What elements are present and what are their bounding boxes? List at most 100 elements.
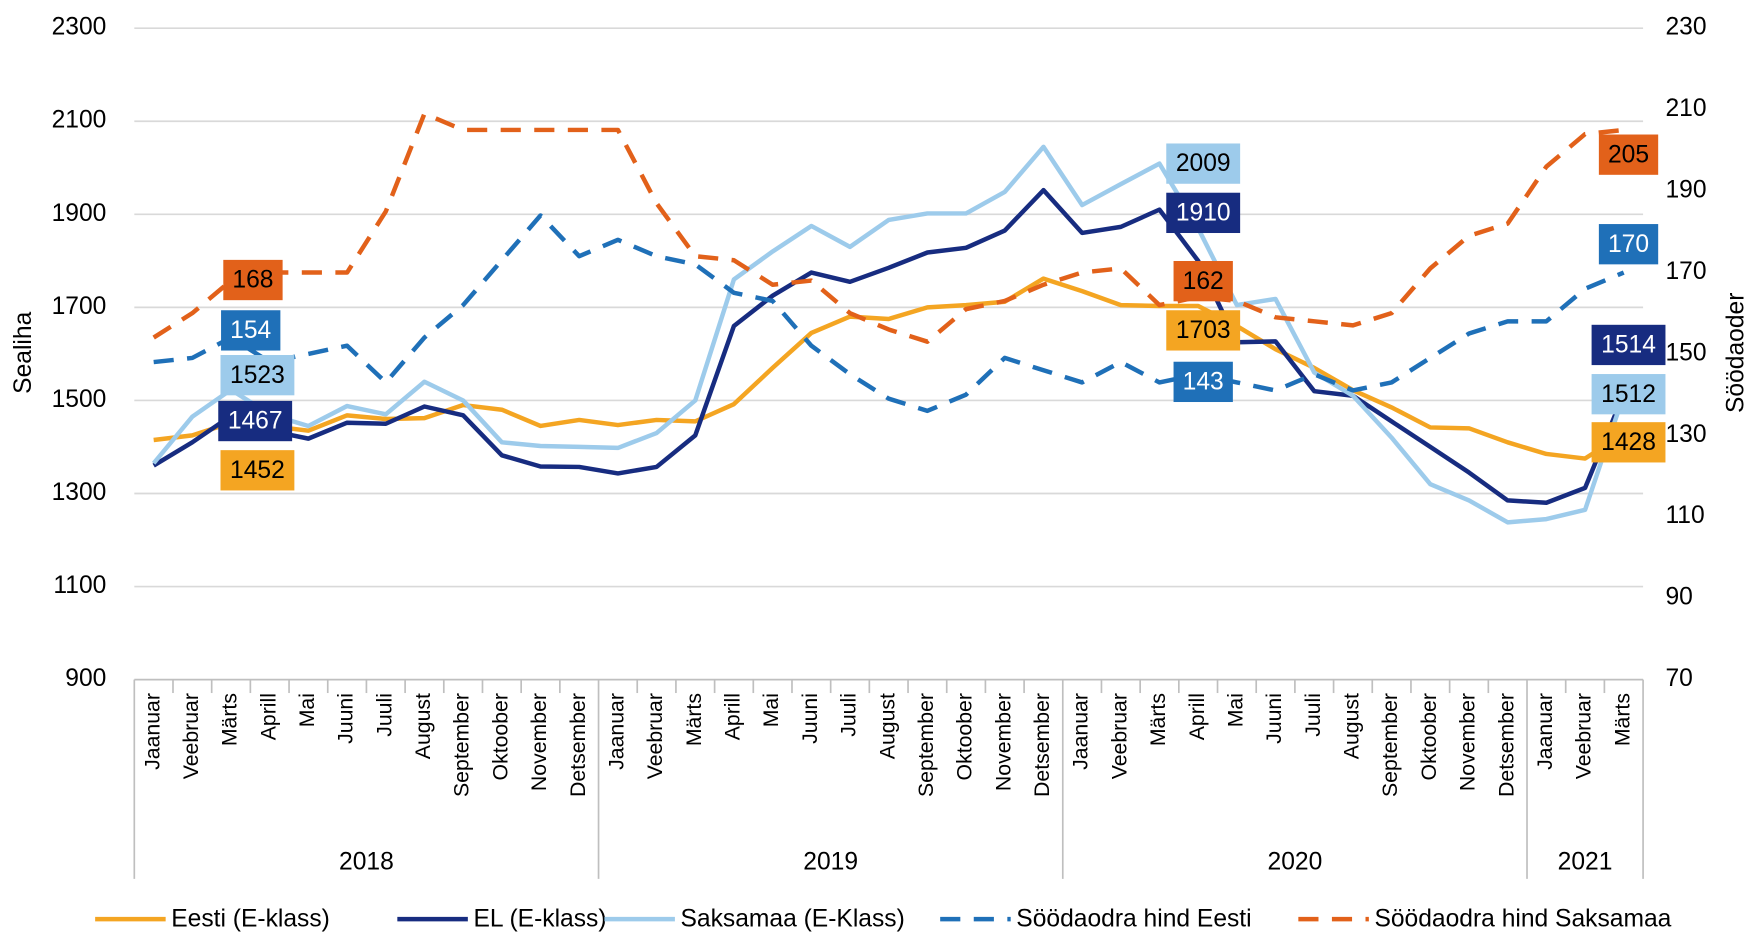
x-tick-label: Veebruar xyxy=(1572,693,1596,779)
y2-tick-label: 70 xyxy=(1665,665,1692,692)
x-tick-label: Oktoober xyxy=(1417,693,1441,780)
x-tick-label: September xyxy=(450,693,474,797)
data-label-box xyxy=(1166,310,1241,351)
data-label: 168 xyxy=(232,267,273,294)
y2-axis-label: Söödaoder xyxy=(1723,293,1750,413)
legend-label: Söödaodra hind Saksamaa xyxy=(1374,906,1671,933)
data-label: 1514 xyxy=(1601,332,1656,359)
data-label-box xyxy=(221,310,281,351)
x-tick-label: September xyxy=(1378,693,1402,797)
data-label-box xyxy=(1591,324,1666,366)
data-label: 154 xyxy=(230,317,271,344)
y2-tick-label: 150 xyxy=(1665,339,1706,366)
x-tick-label: Juuli xyxy=(837,693,861,737)
data-label: 1428 xyxy=(1601,429,1656,456)
y-tick-label: 1500 xyxy=(52,386,107,413)
series-line xyxy=(151,144,1626,525)
data-label: 143 xyxy=(1183,368,1224,395)
x-tick-label: Aprill xyxy=(256,693,280,740)
data-label: 2009 xyxy=(1176,150,1231,177)
x-tick-label: Märts xyxy=(1146,693,1170,746)
data-label: 1703 xyxy=(1176,317,1231,344)
x-tick-label: Jaanuar xyxy=(1533,693,1557,770)
legend-label: Eesti (E-klass) xyxy=(171,906,330,933)
y-tick-label: 1100 xyxy=(53,572,106,599)
x-tick-label: August xyxy=(411,693,435,759)
data-label: 1452 xyxy=(230,457,285,484)
y-tick-label: 2300 xyxy=(52,14,107,41)
x-tick-label: Juuni xyxy=(798,693,822,744)
series-line xyxy=(153,213,1625,414)
data-label-box xyxy=(1598,134,1659,175)
x-tick-label: Juuni xyxy=(1262,693,1286,744)
data-label: 1467 xyxy=(228,408,283,435)
x-tick-label: Märts xyxy=(218,693,242,746)
y2-tick-label: 90 xyxy=(1665,584,1692,611)
year-label: 2020 xyxy=(1268,849,1323,876)
x-tick-label: August xyxy=(1340,693,1364,759)
x-tick-label: Oktoober xyxy=(488,693,512,780)
x-tick-label: Märts xyxy=(682,693,706,746)
x-tick-label: Mai xyxy=(759,693,783,727)
data-label-box xyxy=(220,355,295,396)
year-label: 2021 xyxy=(1558,849,1613,876)
y2-tick-label: 190 xyxy=(1665,177,1706,204)
data-label: 1910 xyxy=(1176,199,1231,226)
legend-label: Saksamaa (E-Klass) xyxy=(681,906,905,933)
data-label: 1523 xyxy=(230,362,285,389)
data-label-box xyxy=(1591,422,1666,463)
x-tick-label: Jaanuar xyxy=(604,693,628,770)
x-tick-label: November xyxy=(991,693,1015,791)
data-label-box xyxy=(1166,143,1241,184)
x-tick-label: Veebruar xyxy=(179,693,203,779)
y-tick-label: 1700 xyxy=(52,293,107,320)
legend-label: Söödaodra hind Eesti xyxy=(1016,906,1251,933)
y2-tick-label: 230 xyxy=(1665,14,1706,41)
series-line xyxy=(152,187,1626,505)
year-label: 2018 xyxy=(339,849,394,876)
data-label-box xyxy=(1598,224,1659,265)
data-label: 1512 xyxy=(1601,381,1656,408)
data-label-box xyxy=(1173,260,1233,302)
data-label-box xyxy=(220,450,295,491)
data-label-box xyxy=(223,259,283,301)
x-tick-label: November xyxy=(1456,693,1480,791)
x-tick-label: Detsember xyxy=(1494,693,1518,797)
data-label-box xyxy=(1166,192,1241,234)
y-tick-label: 1900 xyxy=(52,200,107,227)
x-tick-label: August xyxy=(875,693,899,759)
y2-tick-label: 130 xyxy=(1665,421,1706,448)
x-tick-label: Mai xyxy=(295,693,319,727)
x-tick-label: November xyxy=(527,693,551,791)
data-label: 205 xyxy=(1608,141,1649,168)
y2-tick-label: 210 xyxy=(1665,95,1706,122)
x-tick-label: Juuli xyxy=(372,693,396,737)
x-tick-label: Jaanuar xyxy=(1069,693,1093,770)
year-label: 2019 xyxy=(803,849,858,876)
x-tick-label: Detsember xyxy=(1030,693,1054,797)
series-line xyxy=(152,111,1624,344)
x-tick-label: Oktoober xyxy=(953,693,977,780)
x-tick-label: Detsember xyxy=(566,693,590,797)
x-tick-label: Veebruar xyxy=(643,693,667,779)
data-label: 170 xyxy=(1608,231,1649,258)
y2-tick-label: 170 xyxy=(1665,258,1706,285)
x-tick-label: Aprill xyxy=(721,693,745,740)
data-label-box xyxy=(1173,361,1233,403)
y-tick-label: 1300 xyxy=(52,479,107,506)
y-tick-label: 900 xyxy=(65,665,106,692)
y-tick-label: 2100 xyxy=(52,107,107,134)
x-tick-label: September xyxy=(914,693,938,797)
x-tick-label: Aprill xyxy=(1185,693,1209,740)
x-tick-label: Juuni xyxy=(334,693,358,744)
data-label: 162 xyxy=(1183,268,1224,295)
y-axis-label: Sealiha xyxy=(10,311,37,393)
legend-label: EL (E-klass) xyxy=(473,906,606,933)
data-label-box xyxy=(218,400,293,442)
x-tick-label: Märts xyxy=(1610,693,1634,746)
x-tick-label: Juuli xyxy=(1301,693,1325,737)
x-tick-label: Jaanuar xyxy=(140,693,164,770)
x-tick-label: Veebruar xyxy=(1107,693,1131,779)
x-tick-label: Mai xyxy=(1223,693,1247,727)
